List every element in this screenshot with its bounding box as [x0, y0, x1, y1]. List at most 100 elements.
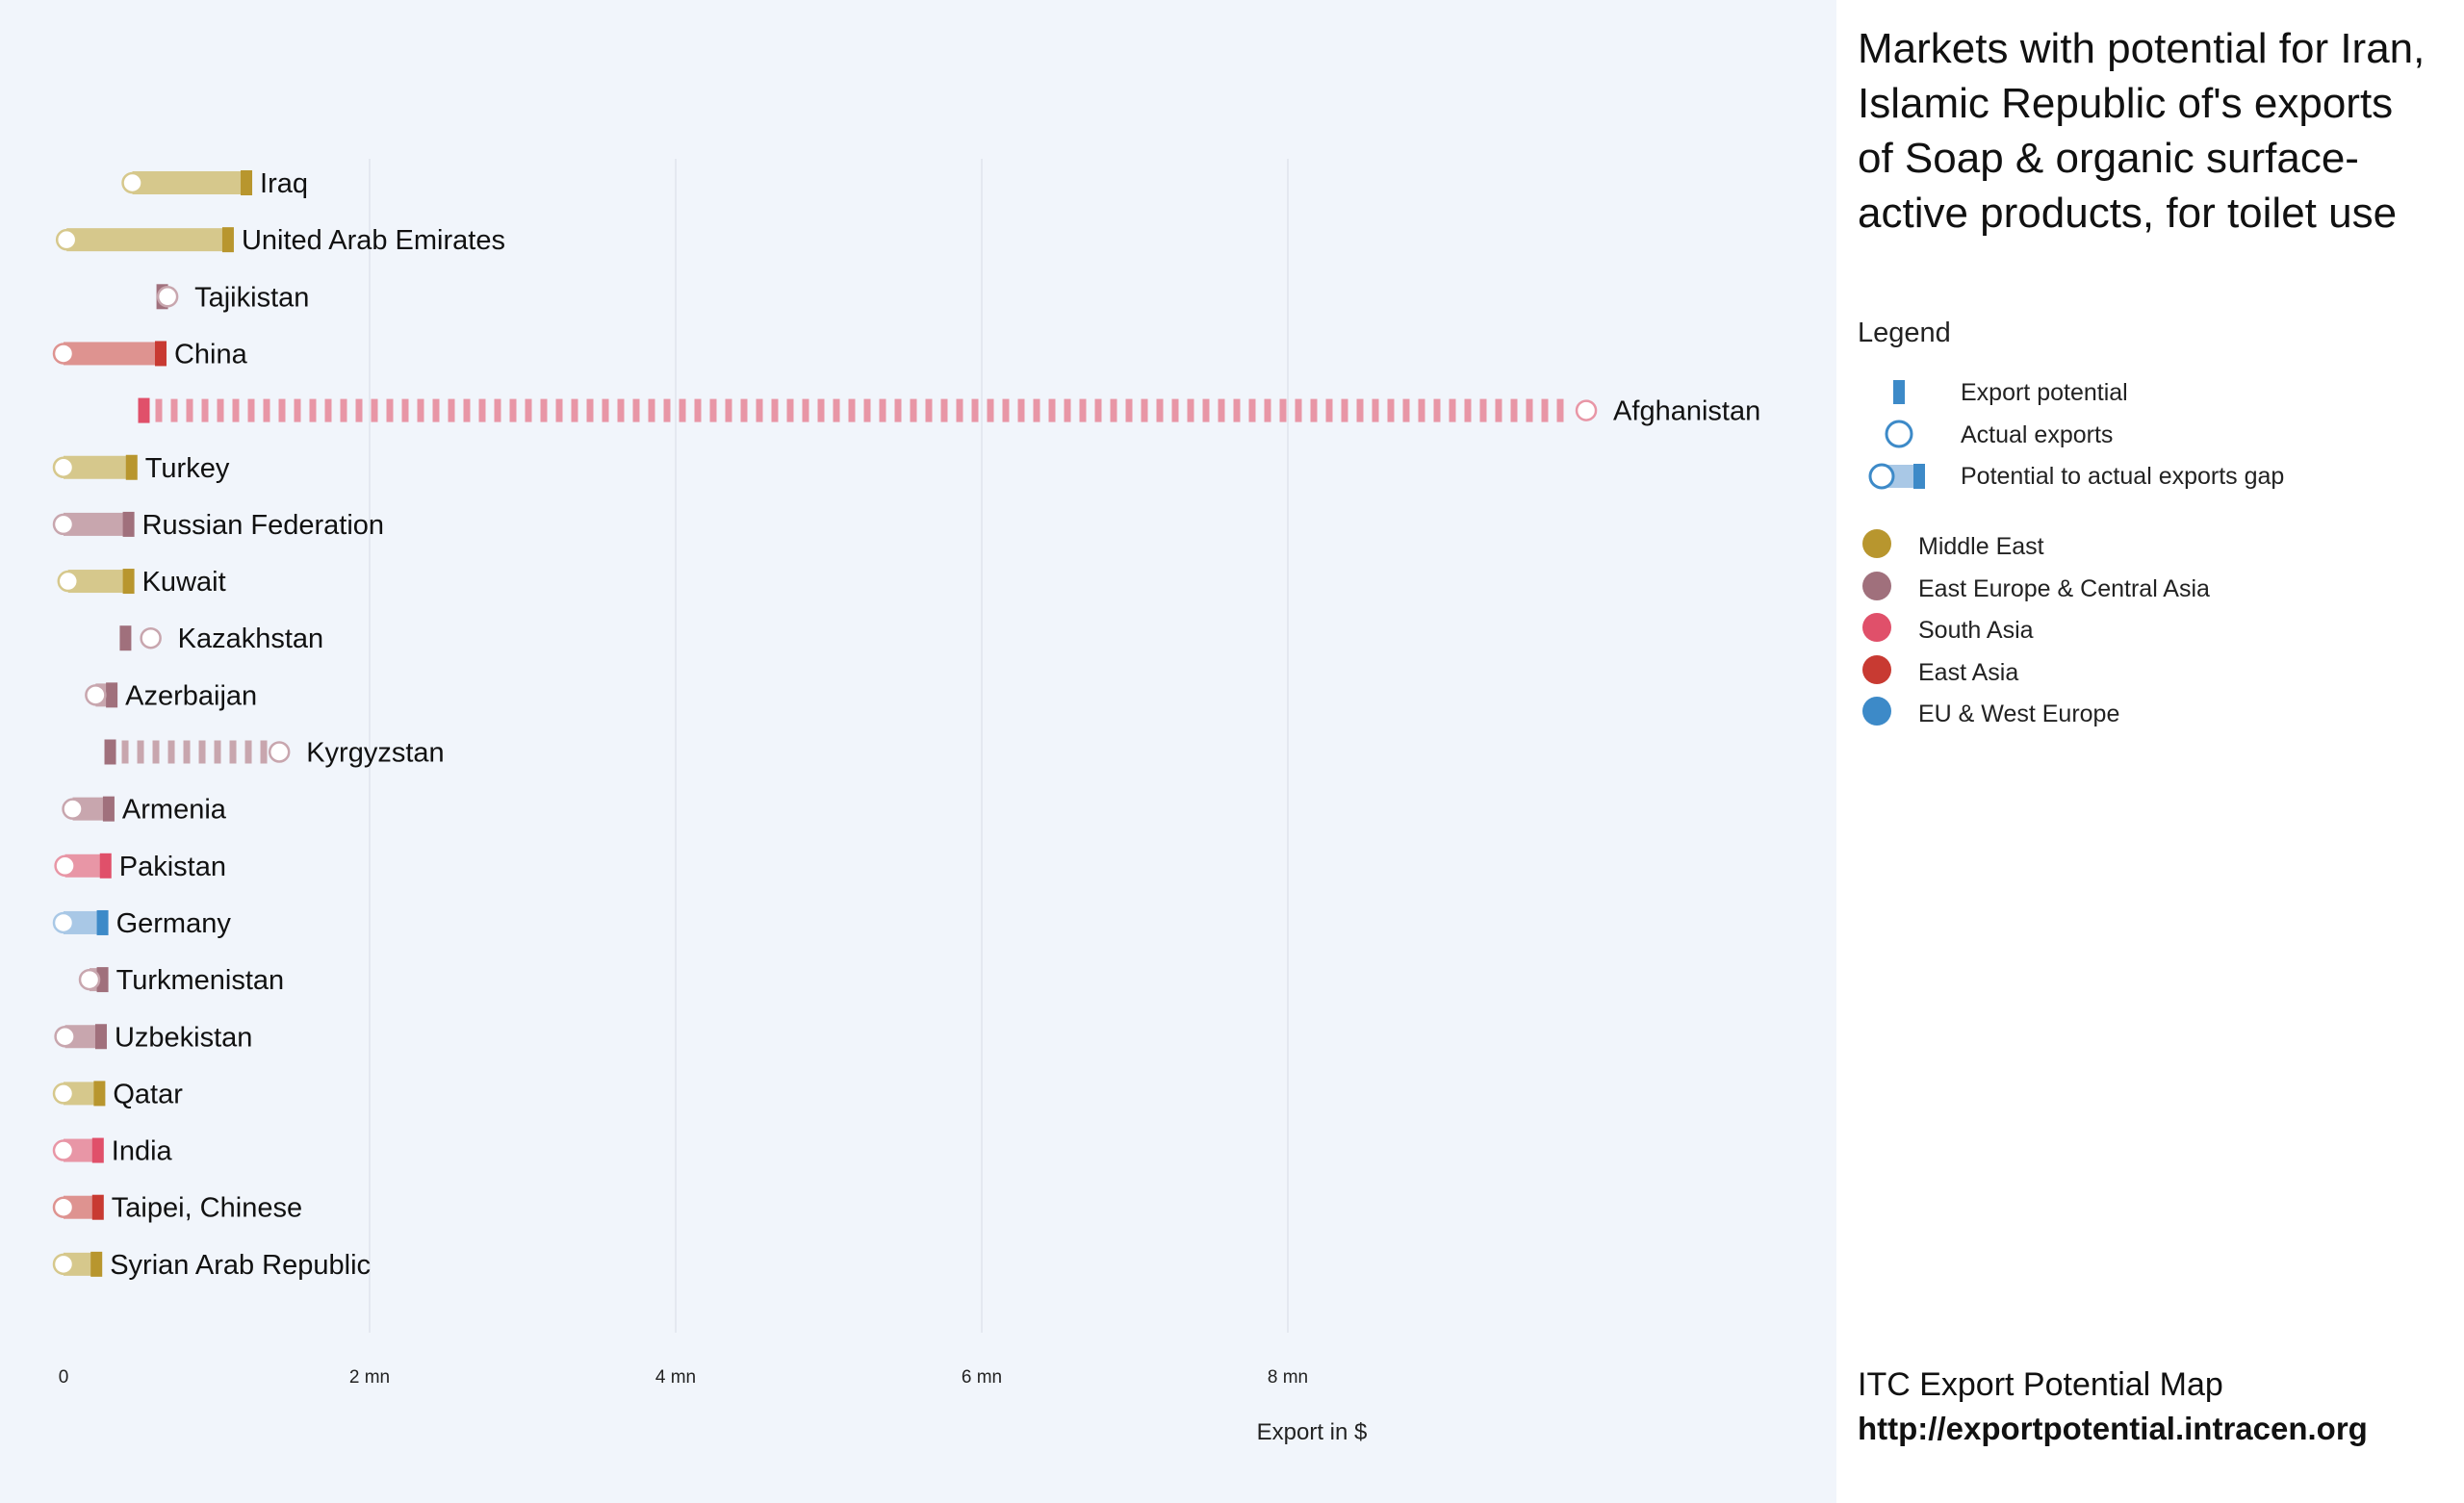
- excess-dash: [1125, 398, 1133, 422]
- chart-svg: Iraq United Arab Emirates Tajikistan China A…: [52, 159, 1760, 1445]
- excess-dash: [1541, 398, 1549, 422]
- footer-source: ITC Export Potential Map: [1858, 1366, 2223, 1403]
- excess-dash: [879, 398, 886, 422]
- legend-region-label: East Europe & Central Asia: [1918, 574, 2210, 602]
- excess-dash: [771, 398, 779, 422]
- actual-exports-circle: [156, 286, 179, 308]
- export-potential-icon: [1893, 380, 1905, 404]
- region-dot-icon: [1862, 697, 1891, 726]
- market-row: United Arab Emirates: [55, 225, 505, 256]
- legend-gap-label: Potential to actual exports gap: [1961, 463, 2285, 490]
- actual-exports-circle: [268, 741, 291, 763]
- potential-mark: [106, 682, 118, 708]
- market-label: United Arab Emirates: [242, 225, 505, 256]
- market-row: Russian Federation: [52, 510, 384, 541]
- excess-dash: [278, 398, 286, 422]
- excess-dash: [1202, 398, 1210, 422]
- legend-region-label: South Asia: [1918, 617, 2034, 644]
- legend-export-potential-label: Export potential: [1961, 379, 2128, 406]
- excess-dash: [663, 398, 671, 422]
- potential-mark: [93, 1081, 106, 1107]
- potential-mark: [241, 170, 253, 195]
- actual-exports-circle: [52, 456, 75, 478]
- excess-dash: [1110, 398, 1117, 422]
- x-tick-label: 2 mn: [349, 1367, 390, 1388]
- excess-dash: [1341, 398, 1348, 422]
- excess-dash: [540, 398, 548, 422]
- chart-area: Iraq United Arab Emirates Tajikistan China A…: [52, 159, 1761, 1445]
- excess-dash: [1464, 398, 1472, 422]
- potential-mark: [221, 227, 234, 253]
- market-row: Azerbaijan: [85, 680, 257, 711]
- excess-dash: [1526, 398, 1533, 422]
- actual-exports-circle: [52, 1139, 75, 1161]
- market-row: Kyrgyzstan: [104, 738, 445, 769]
- excess-dash: [1156, 398, 1164, 422]
- legend-export-potential: Export potential: [1858, 373, 2435, 412]
- excess-dash: [340, 398, 347, 422]
- actual-exports-circle: [54, 854, 76, 878]
- market-row: Tajikistan: [156, 282, 309, 313]
- chart-title: Markets with potential for Iran, Islamic…: [1858, 25, 2426, 237]
- excess-dash: [167, 740, 175, 764]
- actual-exports-circle: [52, 343, 75, 365]
- excess-dash: [1510, 398, 1518, 422]
- excess-dash: [1479, 398, 1487, 422]
- gap-bar: [132, 171, 244, 194]
- market-label: Qatar: [113, 1079, 183, 1109]
- market-label: Syrian Arab Republic: [110, 1250, 371, 1281]
- market-label: Turkey: [145, 453, 230, 484]
- excess-dash: [709, 398, 717, 422]
- actual-exports-circle: [55, 228, 78, 251]
- market-label: Uzbekistan: [115, 1022, 252, 1053]
- market-label: Kyrgyzstan: [306, 738, 444, 769]
- excess-dash: [1387, 398, 1395, 422]
- market-row: Turkey: [52, 453, 230, 484]
- actual-exports-circle: [62, 798, 84, 820]
- market-label: Azerbaijan: [125, 680, 257, 711]
- excess-dash: [1433, 398, 1441, 422]
- excess-dash: [1295, 398, 1302, 422]
- excess-dash: [971, 398, 979, 422]
- excess-dash: [1171, 398, 1179, 422]
- excess-dash: [1356, 398, 1364, 422]
- excess-dash: [756, 398, 763, 422]
- potential-mark: [91, 1194, 104, 1220]
- actual-exports-circle: [52, 1253, 75, 1276]
- footer-url[interactable]: http://exportpotential.intracen.org: [1858, 1411, 2368, 1446]
- excess-dash: [137, 740, 144, 764]
- x-tick-label: 8 mn: [1268, 1367, 1308, 1388]
- excess-dash: [910, 398, 917, 422]
- potential-mark: [90, 1251, 103, 1277]
- region-dot-icon: [1862, 654, 1891, 684]
- excess-dash: [478, 398, 486, 422]
- actual-exports-circle: [57, 570, 80, 593]
- gap-bar: [66, 228, 224, 252]
- gap-icon: [1868, 463, 1925, 490]
- x-tick-label: 6 mn: [962, 1367, 1002, 1388]
- potential-mark: [91, 1137, 104, 1163]
- market-row: Pakistan: [54, 852, 226, 882]
- excess-dash: [786, 398, 794, 422]
- gap-bar: [64, 342, 157, 366]
- region-dot-icon: [1862, 613, 1891, 642]
- potential-mark: [138, 397, 150, 423]
- excess-dash: [848, 398, 856, 422]
- excess-dash: [1248, 398, 1256, 422]
- legend-title: Legend: [1858, 318, 1951, 348]
- market-label: Taipei, Chinese: [112, 1193, 302, 1224]
- excess-dash: [987, 398, 994, 422]
- excess-dash: [494, 398, 501, 422]
- excess-dash: [940, 398, 948, 422]
- excess-dash: [152, 740, 160, 764]
- excess-dash: [1325, 398, 1333, 422]
- legend-region-label: East Asia: [1918, 658, 2019, 686]
- market-row: India: [52, 1136, 173, 1167]
- market-row: Kazakhstan: [119, 624, 323, 654]
- excess-dash: [1187, 398, 1194, 422]
- excess-dash: [263, 398, 270, 422]
- market-row: Armenia: [62, 795, 227, 826]
- excess-dash: [260, 740, 268, 764]
- market-row: Syrian Arab Republic: [52, 1250, 371, 1281]
- excess-dash: [1264, 398, 1271, 422]
